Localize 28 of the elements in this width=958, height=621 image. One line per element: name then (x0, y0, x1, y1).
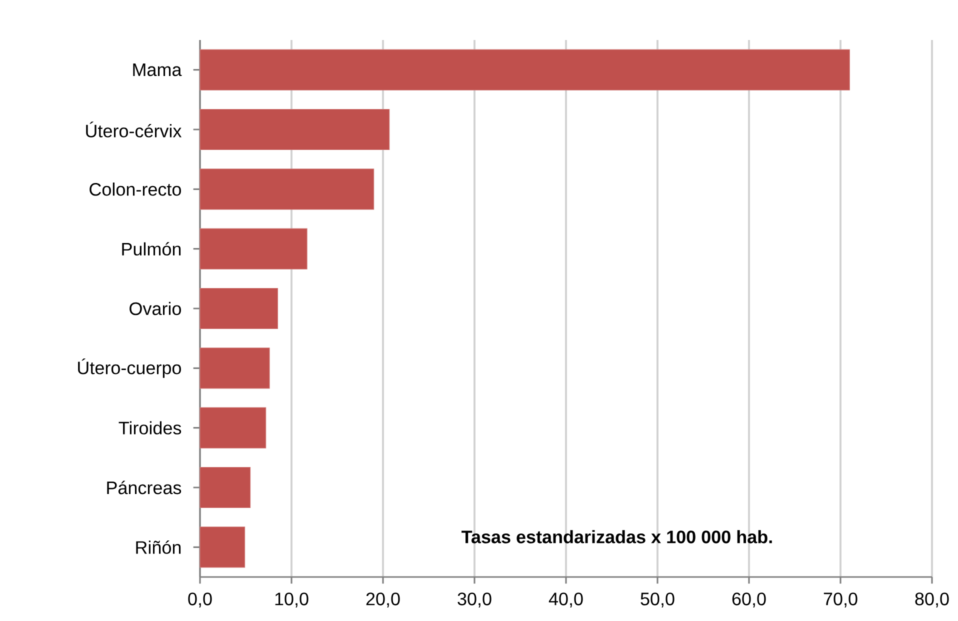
y-tick-label: Colon-recto (90, 182, 181, 196)
y-tick-label: Ovario (130, 302, 181, 316)
bar (200, 288, 278, 330)
bar (200, 407, 266, 448)
y-tick-label: Útero-cérvix (86, 122, 182, 138)
y-tick-label: Tiroides (118, 421, 182, 434)
x-tick-label: 30,0 (458, 592, 492, 608)
bar (200, 49, 850, 90)
y-tick-label: Pulmón (122, 242, 181, 256)
x-tick-label: 10,0 (275, 592, 308, 608)
y-tick-label: Riñón (136, 540, 181, 554)
y-tick-label: Páncreas (107, 480, 182, 494)
x-tick-label: 40,0 (548, 592, 583, 608)
y-tick-label: Mama (133, 64, 182, 76)
bar (200, 466, 251, 508)
x-tick-label: 50,0 (640, 592, 674, 608)
bar (200, 168, 374, 210)
bar (200, 348, 270, 389)
annotation: Tasas estandarizadas x 100 000 hab. (462, 530, 772, 544)
y-tick-label: Útero-cuerpo (78, 358, 181, 378)
x-tick-label: 80,0 (915, 592, 949, 608)
bar (200, 228, 308, 270)
bar (200, 108, 390, 150)
x-tick-label: 70,0 (824, 592, 858, 608)
bar (200, 526, 246, 568)
x-tick-label: 0,0 (188, 592, 212, 608)
x-tick-label: 60,0 (732, 592, 766, 608)
x-tick-label: 20,0 (366, 592, 400, 608)
